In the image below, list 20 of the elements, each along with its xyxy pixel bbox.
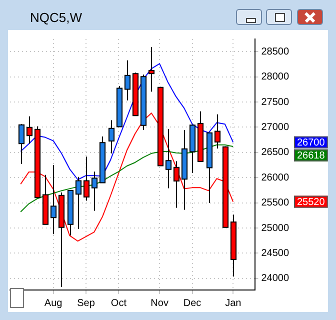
text: 26618 (297, 150, 326, 162)
x-tick-label: Dec (183, 298, 202, 309)
y-tick-label: 24000 (261, 273, 290, 284)
y-tick-label: 27000 (261, 122, 290, 133)
y-tick-label: 26500 (261, 147, 290, 158)
y-tick-label: 27500 (261, 96, 290, 108)
y-tick-label: 28500 (261, 46, 290, 58)
x-tick-label: Jan (225, 298, 242, 309)
x-tick-label: Sep (77, 298, 96, 309)
x-tick-label: Nov (150, 298, 168, 309)
y-tick-label: 25500 (261, 198, 290, 209)
y-tick-label: 28000 (261, 72, 290, 83)
chart-title: NQC5,W (30, 10, 82, 25)
y-tick-label: 24500 (261, 248, 290, 259)
y-tick-label: 25000 (261, 222, 290, 234)
x-tick-label: Oct (110, 298, 127, 309)
text: 25520 (297, 197, 326, 208)
text: 26700 (297, 138, 326, 149)
x-tick-label: Aug (44, 298, 62, 309)
y-tick-label: 26000 (261, 172, 290, 184)
